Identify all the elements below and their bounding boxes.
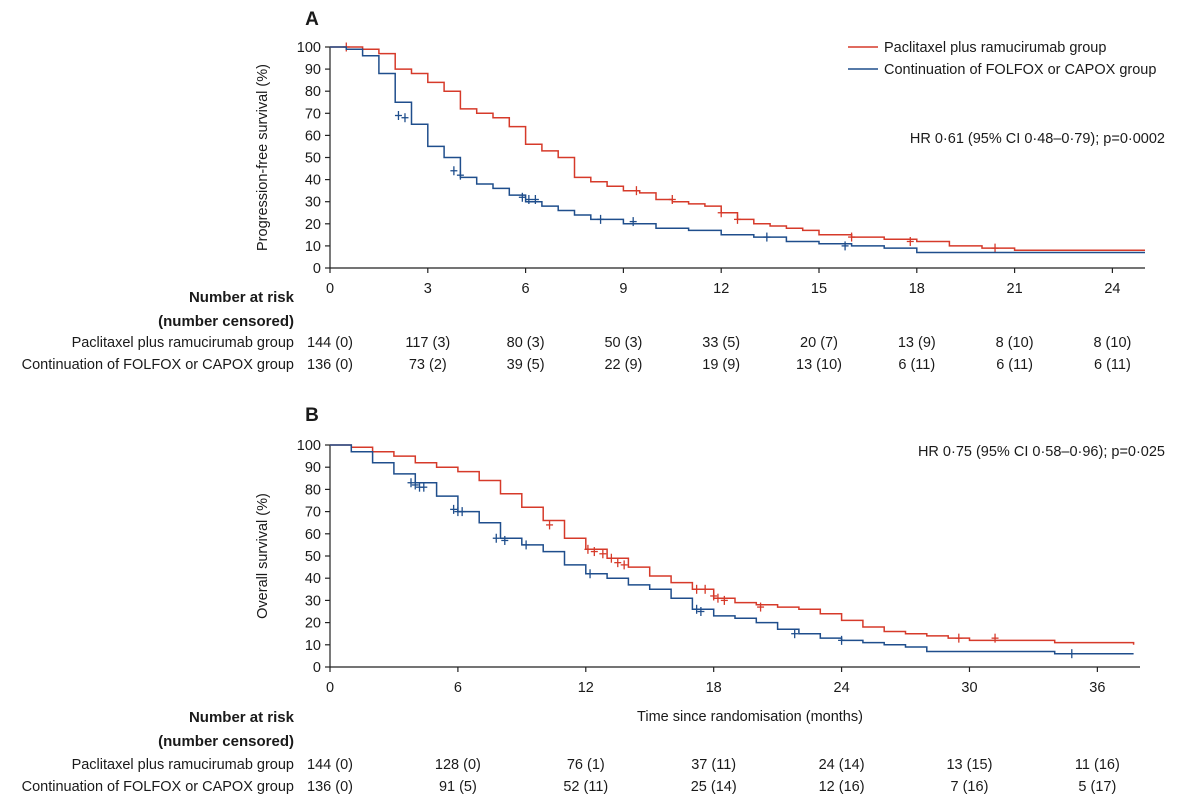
survival-curve-blue [330, 46, 1145, 254]
y-tick-label: 90 [305, 460, 321, 476]
y-tick-label: 30 [305, 593, 321, 609]
risk-table-heading: Number at risk [189, 289, 295, 306]
y-tick-label: 20 [305, 217, 321, 233]
risk-table-value: 6 (11) [1094, 357, 1131, 373]
y-tick-label: 70 [305, 106, 321, 122]
risk-table-value: 6 (11) [996, 357, 1033, 373]
y-tick-label: 90 [305, 62, 321, 78]
x-tick-label: 0 [326, 680, 334, 696]
risk-table-value: 76 (1) [567, 757, 605, 773]
risk-table-value: 8 (10) [1093, 335, 1131, 351]
y-tick-label: 0 [313, 660, 321, 676]
x-tick-label: 3 [424, 281, 432, 297]
x-tick-label: 30 [961, 680, 977, 696]
risk-table-value: 80 (3) [507, 335, 545, 351]
x-axis-title: Time since randomisation (months) [637, 709, 863, 725]
risk-table-heading: (number censored) [158, 313, 294, 330]
y-tick-label: 40 [305, 571, 321, 587]
risk-table-value: 19 (9) [702, 357, 740, 373]
y-tick-label: 20 [305, 616, 321, 632]
risk-table-value: 24 (14) [819, 757, 865, 773]
y-tick-label: 70 [305, 505, 321, 521]
risk-table-value: 91 (5) [439, 779, 477, 795]
x-tick-label: 18 [706, 680, 722, 696]
x-tick-label: 15 [811, 281, 827, 297]
x-tick-label: 12 [578, 680, 594, 696]
y-tick-label: 10 [305, 239, 321, 255]
hazard-ratio-annotation: HR 0·75 (95% CI 0·58–0·96); p=0·025 [918, 444, 1165, 460]
risk-table-value: 117 (3) [405, 335, 450, 351]
risk-table-value: 13 (15) [946, 757, 992, 773]
y-tick-label: 80 [305, 482, 321, 498]
x-tick-label: 6 [522, 281, 530, 297]
risk-table-value: 6 (11) [898, 357, 935, 373]
y-tick-label: 50 [305, 549, 321, 565]
survival-curve-blue [330, 444, 1134, 655]
risk-table-value: 144 (0) [307, 335, 353, 351]
risk-table-row-label: Continuation of FOLFOX or CAPOX group [22, 779, 294, 795]
y-tick-label: 0 [313, 261, 321, 277]
x-tick-label: 24 [1104, 281, 1120, 297]
y-axis-title: Overall survival (%) [255, 493, 271, 619]
risk-table-value: 12 (16) [819, 779, 865, 795]
x-tick-label: 12 [713, 281, 729, 297]
y-tick-label: 80 [305, 84, 321, 100]
panel-letter: B [305, 405, 319, 426]
risk-table-value: 5 (17) [1078, 779, 1116, 795]
x-tick-label: 0 [326, 281, 334, 297]
risk-table-value: 136 (0) [307, 357, 353, 373]
x-tick-label: 18 [909, 281, 925, 297]
hazard-ratio-annotation: HR 0·61 (95% CI 0·48–0·79); p=0·0002 [910, 131, 1165, 147]
risk-table-value: 22 (9) [604, 357, 642, 373]
risk-table-heading: Number at risk [189, 709, 295, 726]
x-tick-label: 9 [619, 281, 627, 297]
risk-table-value: 52 (11) [563, 779, 608, 795]
y-tick-label: 100 [297, 438, 321, 454]
risk-table-value: 7 (16) [951, 779, 989, 795]
risk-table-value: 8 (10) [996, 335, 1034, 351]
risk-table-heading: (number censored) [158, 733, 294, 750]
y-tick-label: 40 [305, 173, 321, 189]
y-tick-label: 50 [305, 151, 321, 167]
risk-table-value: 73 (2) [409, 357, 447, 373]
y-tick-label: 60 [305, 128, 321, 144]
risk-table-row-label: Paclitaxel plus ramucirumab group [72, 757, 294, 773]
legend-label: Continuation of FOLFOX or CAPOX group [884, 62, 1156, 78]
risk-table-value: 13 (10) [796, 357, 842, 373]
survival-curve-red [330, 444, 1135, 645]
risk-table-row-label: Paclitaxel plus ramucirumab group [72, 335, 294, 351]
risk-table-value: 11 (16) [1075, 757, 1120, 773]
risk-table-value: 128 (0) [435, 757, 481, 773]
risk-table-value: 33 (5) [702, 335, 740, 351]
risk-table-value: 25 (14) [691, 779, 737, 795]
risk-table-value: 50 (3) [604, 335, 642, 351]
risk-table-value: 20 (7) [800, 335, 838, 351]
x-tick-label: 24 [834, 680, 850, 696]
risk-table-value: 144 (0) [307, 757, 353, 773]
y-tick-label: 30 [305, 195, 321, 211]
risk-table-value: 37 (11) [691, 757, 736, 773]
x-tick-label: 36 [1089, 680, 1105, 696]
x-tick-label: 6 [454, 680, 462, 696]
risk-table-row-label: Continuation of FOLFOX or CAPOX group [22, 357, 294, 373]
panel-letter: A [305, 9, 319, 30]
risk-table-value: 136 (0) [307, 779, 353, 795]
x-tick-label: 21 [1007, 281, 1023, 297]
y-tick-label: 100 [297, 40, 321, 56]
y-tick-label: 60 [305, 527, 321, 543]
legend-label: Paclitaxel plus ramucirumab group [884, 40, 1106, 56]
risk-table-value: 13 (9) [898, 335, 936, 351]
y-tick-label: 10 [305, 638, 321, 654]
y-axis-title: Progression-free survival (%) [255, 64, 271, 251]
risk-table-value: 39 (5) [507, 357, 545, 373]
